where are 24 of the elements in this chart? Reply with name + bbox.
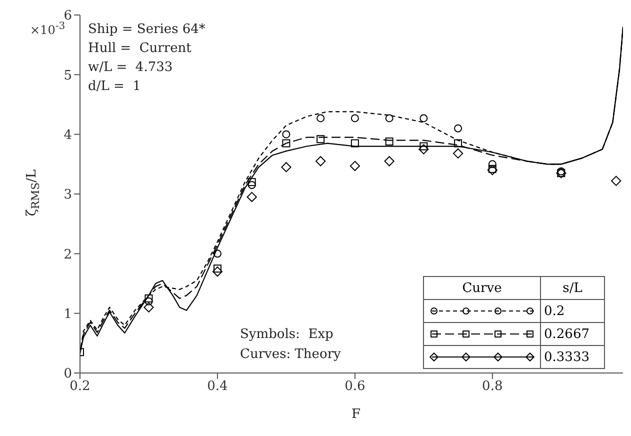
text: ×10$^{-3}$ — [30, 21, 66, 37]
annotation: Hull = Current — [88, 41, 192, 56]
y-tick-label: 1 — [64, 306, 72, 322]
annotation: Ship = Series 64* — [88, 22, 206, 37]
annotation: Curve — [462, 280, 502, 296]
annotation: Symbols: Exp — [240, 327, 334, 342]
y-tick-label: 6 — [64, 8, 72, 24]
y-tick-label: 0 — [64, 366, 72, 382]
x-tick-label: 0.6 — [344, 379, 366, 394]
legend-label: 0.3333 — [544, 350, 590, 364]
legend-title: s/L — [562, 280, 582, 296]
y-tick-label: 4 — [64, 128, 72, 143]
legend-label: 0.2667 — [544, 326, 590, 342]
y-tick-label: 3 — [64, 188, 72, 203]
y-tick-label: 2 — [64, 247, 72, 262]
annotation: d/L = 1 — [88, 79, 141, 94]
x-tick-label: 0.4 — [207, 379, 228, 394]
legend-label: 0.2 — [544, 304, 565, 318]
x-axis-title: F — [352, 407, 361, 422]
y-tick-label: 5 — [64, 68, 72, 84]
annotation: w/L = 4.733 — [88, 60, 173, 75]
annotation: Curves: Theory — [240, 347, 341, 362]
x-tick-label: 0.2 — [70, 379, 90, 394]
x-tick-label: 0.8 — [482, 379, 503, 394]
